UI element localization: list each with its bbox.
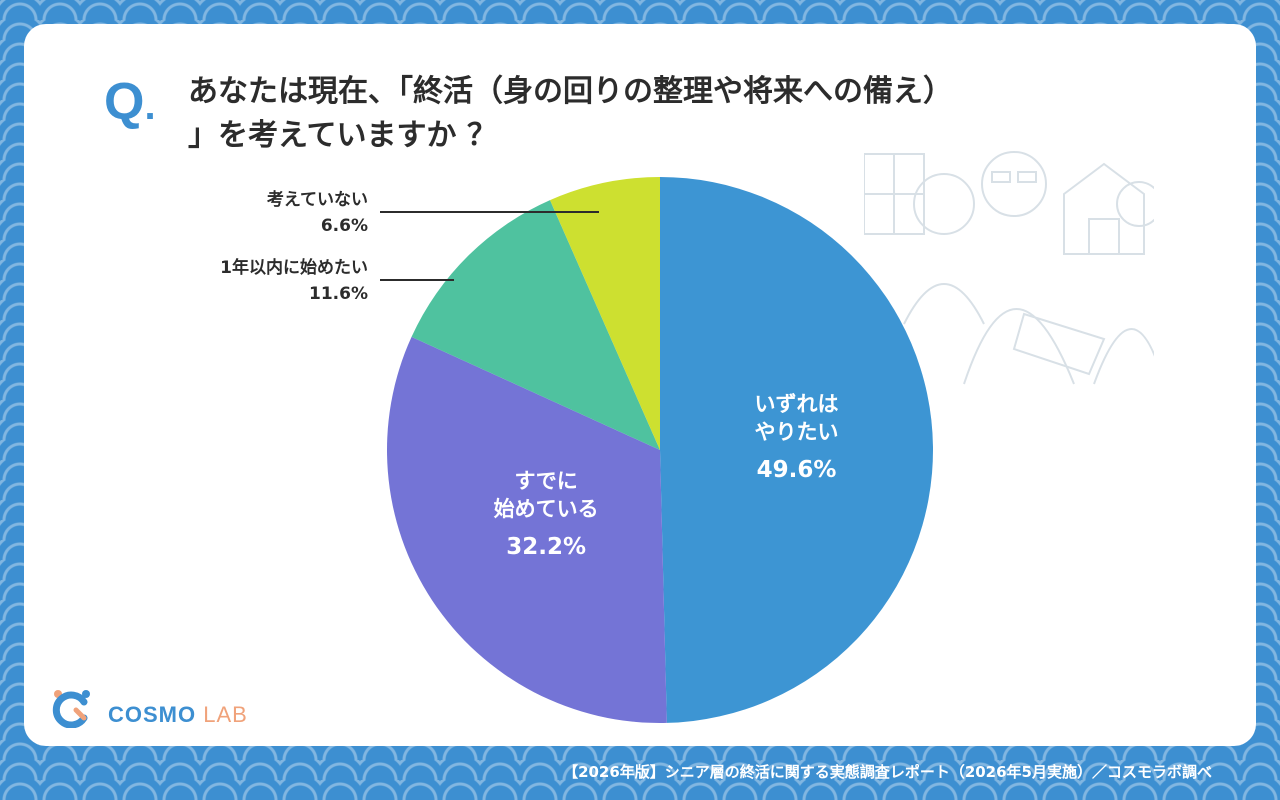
survey-card: Q. あなたは現在、「終活（身の回りの整理や将来への備え） 」を考えていますか … [24,24,1256,746]
question-mark: Q. [104,73,156,131]
slice-label-already: すでに始めている 32.2% [456,467,636,561]
slice-label-already-line-1: すでに [514,469,578,494]
logo-cosmo: COSMO [108,702,197,727]
slice-value-not-considering: 6.6% [320,216,368,236]
slice-label-within-year-line-1: 1年以内に始めたい [220,258,368,278]
slice-label-someday: いずれはやりたい 49.6% [706,390,886,484]
pie-slice-someday [660,177,933,723]
slice-value-already: 32.2% [506,534,587,561]
question-line-2: 」を考えていますか ？ [188,118,497,153]
slice-value-within-year: 11.6% [309,284,368,304]
slice-label-someday-line-2: やりたい [754,420,839,445]
slice-label-not-considering-line-1: 考えていない [266,190,368,210]
question-title: あなたは現在、「終活（身の回りの整理や将来への備え） 」を考えていますか ？ [188,70,1088,158]
question-line-1: あなたは現在、「終活（身の回りの整理や将来への備え） [188,74,953,109]
slice-label-within-year: 1年以内に始めたい 11.6% [220,255,368,307]
slice-label-someday-line-1: いずれは [754,392,839,417]
slice-label-not-considering: 考えていない 6.6% [267,187,368,239]
pie-slice-within-year [411,200,660,450]
cosmo-lab-logo-icon [52,690,90,728]
pie-slice-already [386,336,667,723]
pie-chart [380,177,933,723]
logo-lab: LAB [203,702,248,727]
logo-text: COSMO LAB [108,702,248,728]
slice-label-already-line-2: 始めている [493,497,599,522]
slice-value-someday: 49.6% [756,457,837,484]
pie-slice-not-considering [550,177,660,450]
footer-source: 【2026年版】シニア層の終活に関する実態調査レポート（2026年5月実施）／コ… [563,763,1212,781]
seniors-illustration [864,151,1154,385]
